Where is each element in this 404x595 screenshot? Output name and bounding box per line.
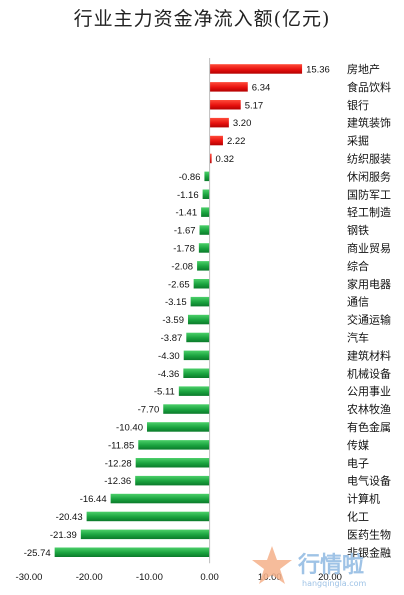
category-label: 公用事业 — [347, 385, 391, 398]
bar — [199, 225, 210, 235]
data-label: -4.30 — [158, 351, 180, 362]
data-label: -7.70 — [138, 405, 160, 416]
category-label: 商业贸易 — [347, 241, 391, 255]
category-label: 建筑装饰 — [347, 116, 391, 130]
bar — [197, 261, 210, 271]
x-tick-label: 10.00 — [258, 572, 282, 583]
category-label: 钢铁 — [347, 224, 369, 237]
bar — [201, 207, 210, 217]
category-label: 家用电器 — [347, 277, 391, 291]
watermark-text: 行情啦 — [297, 552, 364, 578]
watermark-subtext: hangqingla.com — [302, 579, 367, 588]
data-label: -16.44 — [80, 494, 107, 505]
watermark-logo: 行情啦 hangqingla.com — [252, 546, 367, 588]
data-label: 2.22 — [227, 136, 246, 147]
category-label: 传媒 — [347, 439, 369, 452]
bar — [138, 440, 210, 450]
bar — [187, 314, 210, 325]
bar — [193, 279, 210, 289]
bar — [209, 100, 241, 110]
category-label: 房地产 — [347, 62, 380, 76]
data-label: -1.16 — [177, 190, 199, 201]
bar — [202, 189, 210, 199]
data-label: -1.78 — [173, 243, 195, 254]
category-label: 休闲服务 — [347, 169, 391, 183]
x-tick-label: 20.00 — [318, 572, 342, 583]
category-label: 综合 — [347, 259, 369, 273]
bar — [135, 458, 210, 468]
category-label: 国防军工 — [347, 187, 391, 201]
data-label: -20.43 — [56, 512, 83, 523]
data-label: 15.36 — [306, 64, 330, 75]
bar — [209, 82, 248, 92]
x-tick-label: -10.00 — [136, 572, 163, 583]
category-label: 机械设备 — [347, 366, 391, 380]
category-label: 医药生物 — [347, 527, 391, 541]
x-tick-label: -30.00 — [16, 572, 43, 583]
category-label: 电子 — [347, 457, 369, 470]
bar — [190, 296, 210, 307]
bar — [204, 171, 210, 182]
x-tick-label: 0.00 — [200, 572, 219, 583]
category-label: 有色金属 — [347, 420, 391, 434]
category-label: 采掘 — [347, 134, 369, 148]
category-label: 纺织服装 — [347, 151, 391, 165]
data-label: -5.11 — [154, 387, 175, 398]
category-label: 建筑材料 — [347, 348, 391, 362]
data-label: -2.08 — [171, 261, 193, 272]
category-label: 电气设备 — [347, 474, 391, 488]
bar — [186, 332, 210, 343]
data-label: -3.87 — [161, 333, 183, 344]
category-label: 汽车 — [347, 330, 369, 344]
category-label: 食品饮料 — [347, 80, 391, 94]
chart-title: 行业主力资金净流入额(亿元) — [73, 8, 331, 30]
bar — [110, 493, 210, 504]
data-label: -11.85 — [108, 440, 134, 451]
bar — [135, 475, 210, 486]
data-label: -21.39 — [50, 530, 77, 541]
data-label: -4.36 — [158, 369, 180, 380]
data-label: -10.40 — [116, 422, 143, 433]
bar — [54, 547, 210, 557]
bar — [209, 153, 212, 164]
data-label: -12.28 — [105, 458, 132, 469]
bar — [198, 243, 210, 253]
bar — [146, 422, 210, 432]
data-label: 5.17 — [245, 100, 263, 111]
data-label: 0.32 — [216, 154, 235, 165]
data-label: 3.20 — [233, 118, 252, 129]
category-label: 轻工制造 — [347, 205, 391, 219]
data-label: -1.67 — [174, 226, 196, 237]
category-label: 非银金融 — [347, 545, 391, 559]
category-label: 银行 — [347, 98, 369, 112]
bar — [86, 511, 210, 522]
bar — [183, 350, 210, 361]
bar — [163, 404, 210, 414]
category-label: 通信 — [347, 296, 369, 309]
data-label: 6.34 — [252, 82, 270, 93]
data-label: -1.41 — [175, 208, 197, 219]
category-label: 化工 — [347, 509, 369, 523]
category-label: 计算机 — [347, 492, 380, 506]
data-label: -0.86 — [179, 172, 201, 183]
data-label: -3.59 — [162, 315, 184, 326]
bar — [209, 64, 303, 74]
bar — [209, 117, 229, 128]
category-label: 农林牧渔 — [347, 402, 391, 416]
category-label: 交通运输 — [347, 313, 391, 327]
star-icon — [252, 546, 292, 584]
bar — [183, 368, 210, 378]
data-label: -12.36 — [104, 476, 131, 487]
bar — [178, 386, 210, 396]
data-label: -2.65 — [168, 279, 190, 290]
data-label: -3.15 — [165, 297, 187, 308]
data-label: -25.74 — [24, 548, 51, 559]
x-tick-label: -20.00 — [76, 572, 103, 583]
bar — [80, 529, 210, 540]
bar — [209, 135, 223, 146]
